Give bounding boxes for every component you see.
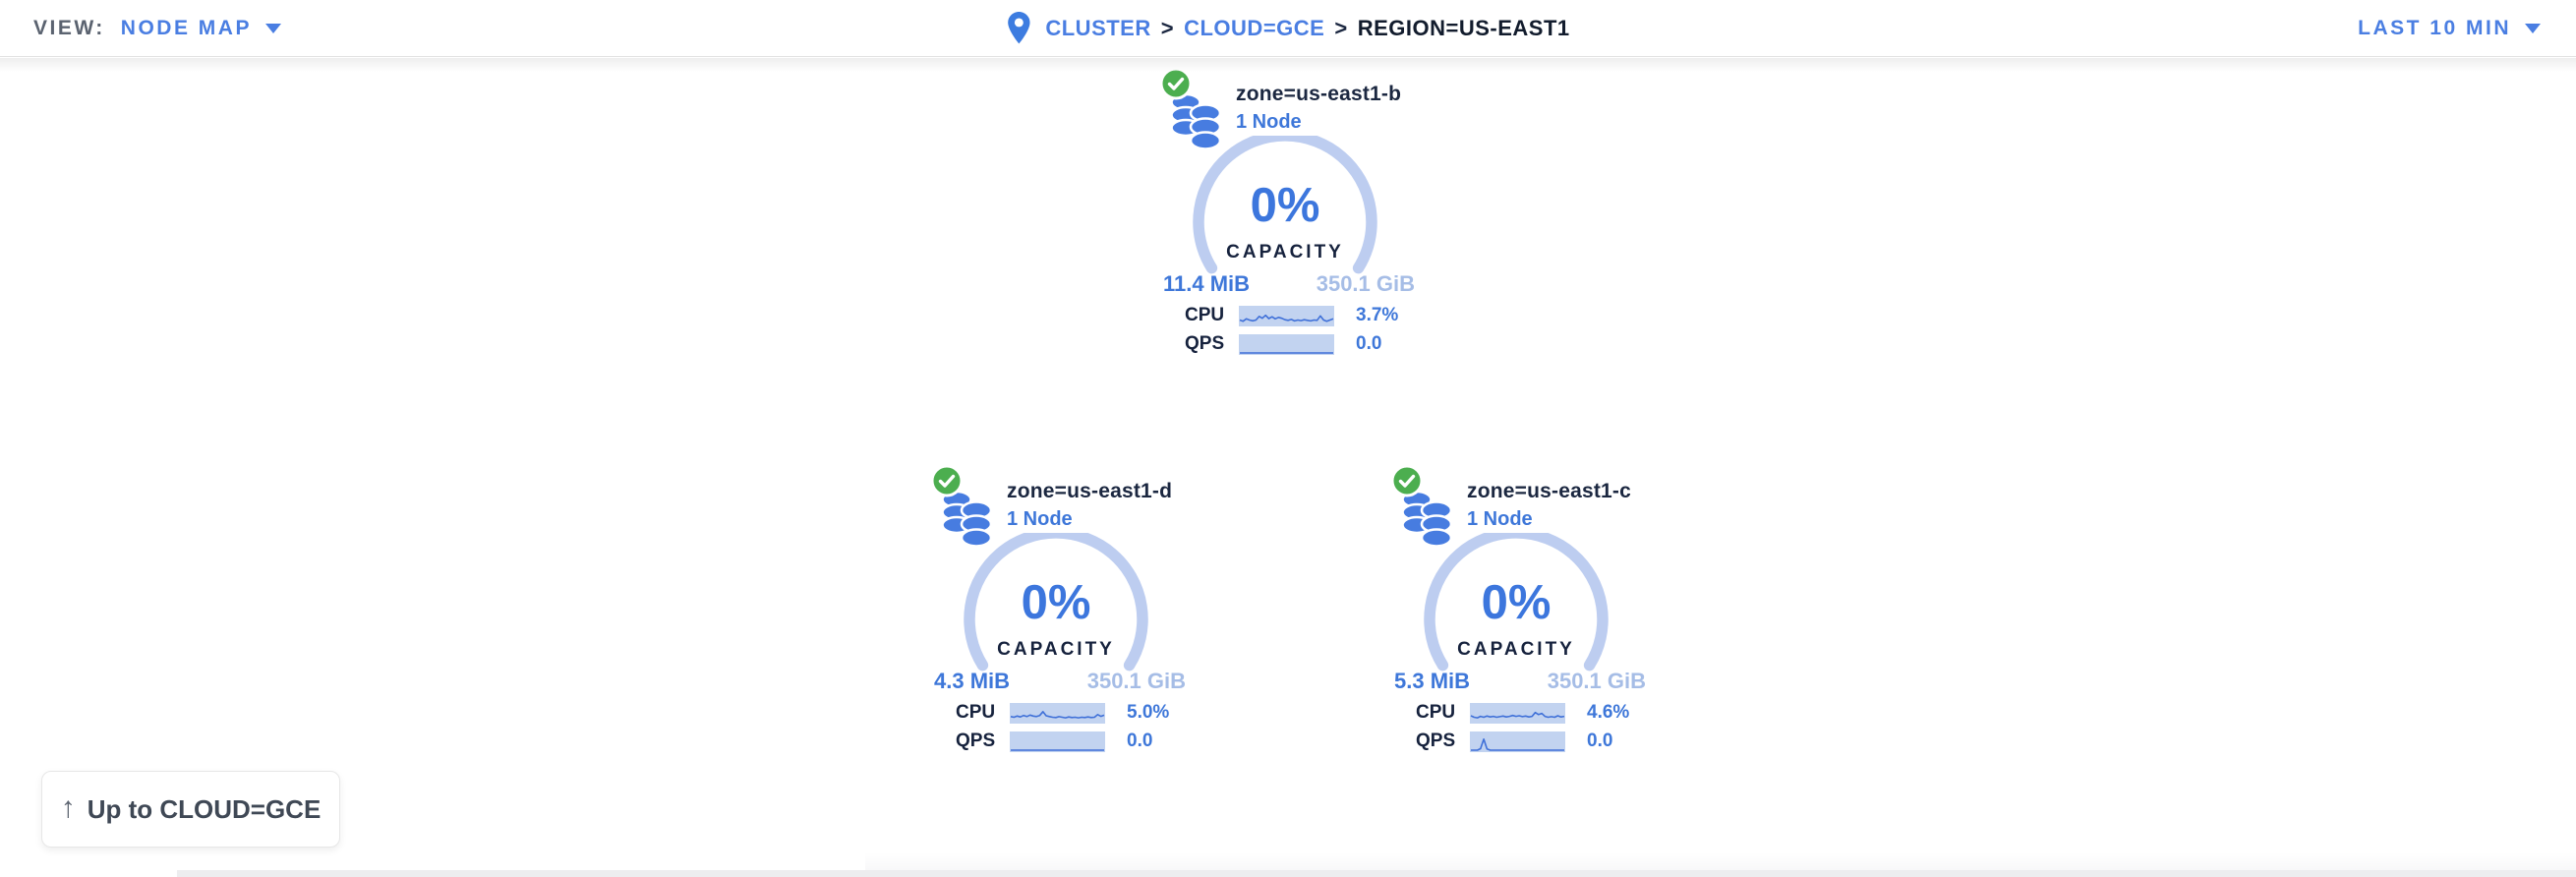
cpu-metric-row: CPU 3.7% [1185,305,1433,326]
breadcrumb-region-current: REGION=US-EAST1 [1357,16,1570,40]
arrow-up-icon: ↑ [60,791,76,824]
node-count-link[interactable]: 1 Node [1236,111,1302,133]
healthy-check-icon [1159,67,1193,100]
capacity-used: 4.3 MiB [934,669,1011,693]
capacity-percent: 0% [1021,576,1091,629]
cpu-value: 5.0% [1127,702,1170,723]
breadcrumb-separator: > [1334,16,1348,40]
up-to-cloud-gce-button[interactable]: ↑ Up to CLOUD=GCE [41,771,340,848]
cpu-sparkline [1239,305,1334,326]
zone-icon-wrap [1159,67,1226,151]
zone-icon-wrap [930,464,997,549]
qps-sparkline [1239,333,1334,355]
qps-metric-row: QPS 0.0 [1416,731,1664,752]
zone-header: zone=us-east1-b 1 Node [1159,67,1401,151]
zone-header: zone=us-east1-c 1 Node [1390,464,1631,549]
capacity-total: 350.1 GiB [1316,271,1415,296]
qps-sparkline [1470,731,1565,752]
capacity-used: 11.4 MiB [1163,271,1251,296]
time-range-selector[interactable]: LAST 10 MIN [2358,0,2541,57]
cpu-sparkline [1470,702,1565,724]
chevron-down-icon [264,24,281,33]
capacity-used: 5.3 MiB [1394,669,1471,693]
map-edge-strip [177,870,2576,877]
capacity-total: 350.1 GiB [1086,669,1186,693]
capacity-gauge-arc [964,533,1148,672]
node-count-link[interactable]: 1 Node [1467,508,1533,530]
cpu-metric-row: CPU 4.6% [1416,702,1664,724]
cpu-sparkline [1010,702,1105,724]
qps-sparkline [1010,731,1105,752]
zone-card-us-east1-d[interactable]: zone=us-east1-d 1 Node 0% CAPACITY 4.3 M… [908,460,1203,763]
capacity-gauge-arc [1424,533,1609,672]
map-edge-haze [865,852,2576,870]
breadcrumb-cloud-gce[interactable]: CLOUD=GCE [1184,16,1325,40]
capacity-range: 5.3 MiB 350.1 GiB [1394,669,1646,694]
time-range-value: LAST 10 MIN [2358,17,2511,39]
zone-name: zone=us-east1-b [1236,83,1402,105]
capacity-label: CAPACITY [1457,639,1575,660]
zone-icon-wrap [1390,464,1457,549]
qps-value: 0.0 [1127,731,1153,751]
zone-card-us-east1-c[interactable]: zone=us-east1-c 1 Node 0% CAPACITY 5.3 M… [1369,460,1664,763]
database-stack-icon [1170,92,1222,150]
view-value: NODE MAP [120,17,252,39]
node-count-link[interactable]: 1 Node [1007,508,1073,530]
qps-value: 0.0 [1356,333,1382,354]
zone-text: zone=us-east1-c 1 Node [1467,480,1631,531]
zone-card-us-east1-b[interactable]: zone=us-east1-b 1 Node 0% CAPACITY 11.4 … [1138,63,1433,366]
capacity-gauge-arc [1193,136,1377,274]
qps-label: QPS [956,731,996,751]
breadcrumb: CLUSTER > CLOUD=GCE > REGION=US-EAST1 [1006,0,1569,57]
capacity-label: CAPACITY [1226,242,1344,263]
breadcrumb-separator: > [1160,16,1175,40]
chevron-down-icon [2525,24,2541,33]
qps-metric-row: QPS 0.0 [956,731,1203,752]
qps-label: QPS [1185,333,1225,354]
view-selector[interactable]: VIEW: NODE MAP [33,0,281,57]
healthy-check-icon [930,464,964,497]
topbar-shadow [0,58,2576,72]
healthy-check-icon [1390,464,1424,497]
up-to-cloud-gce-label: Up to CLOUD=GCE [87,793,322,824]
cpu-label: CPU [1185,305,1225,325]
map-pin-icon [1006,12,1031,45]
cpu-label: CPU [956,702,996,723]
zone-name: zone=us-east1-c [1467,480,1631,502]
capacity-label: CAPACITY [997,639,1115,660]
zone-text: zone=us-east1-b 1 Node [1236,83,1401,134]
capacity-percent: 0% [1481,576,1551,629]
zone-header: zone=us-east1-d 1 Node [930,464,1172,549]
view-label: VIEW: [33,17,105,39]
capacity-total: 350.1 GiB [1547,669,1646,693]
qps-value: 0.0 [1587,731,1613,751]
capacity-range: 11.4 MiB 350.1 GiB [1163,271,1415,297]
cpu-label: CPU [1416,702,1456,723]
top-bar: VIEW: NODE MAP CLUSTER > CLOUD=GCE > REG… [0,0,2576,57]
capacity-percent: 0% [1250,179,1320,232]
capacity-range: 4.3 MiB 350.1 GiB [934,669,1186,694]
breadcrumb-cluster[interactable]: CLUSTER [1045,16,1151,40]
cpu-metric-row: CPU 5.0% [956,702,1203,724]
zone-name: zone=us-east1-d [1007,480,1173,502]
cpu-value: 3.7% [1356,305,1399,325]
qps-metric-row: QPS 0.0 [1185,333,1433,355]
qps-label: QPS [1416,731,1456,751]
zone-text: zone=us-east1-d 1 Node [1007,480,1172,531]
cpu-value: 4.6% [1587,702,1630,723]
database-stack-icon [1401,490,1453,548]
